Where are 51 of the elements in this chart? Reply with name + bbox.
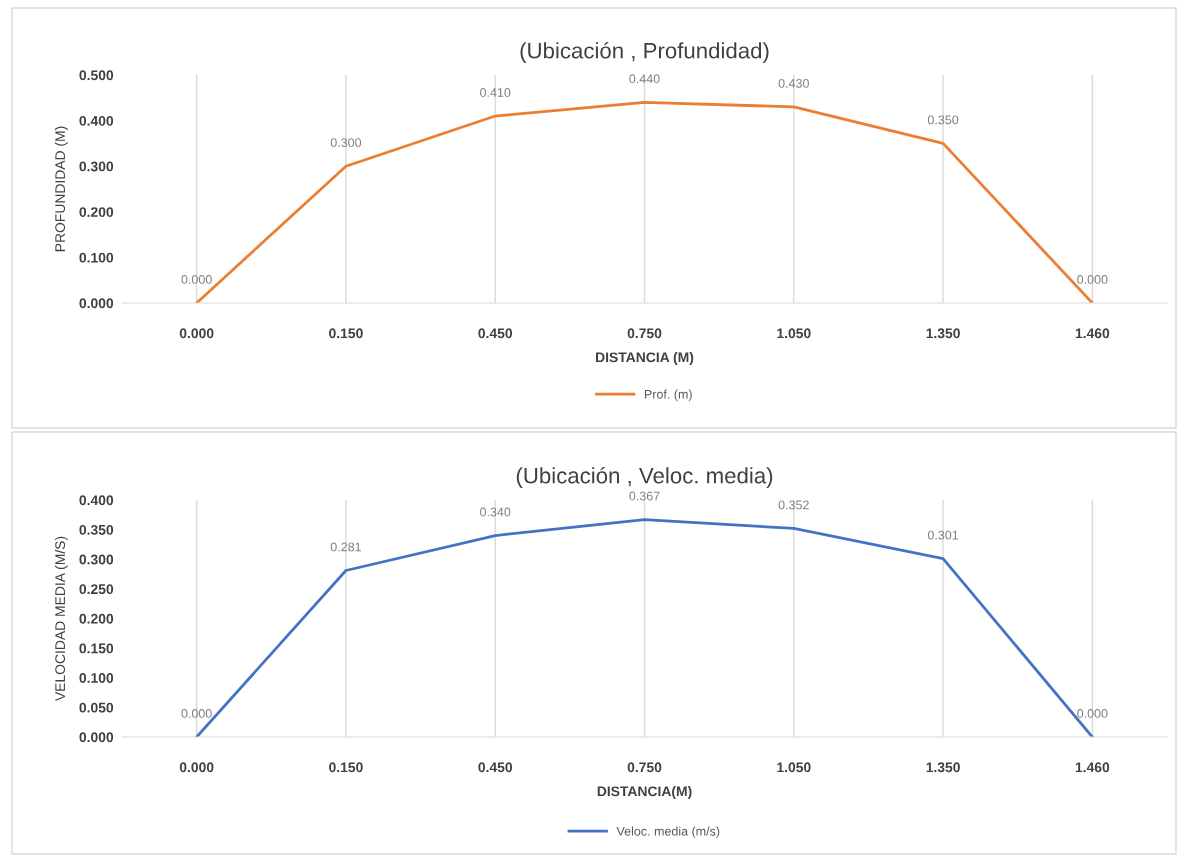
y-tick-label: 0.500 [79,70,114,81]
chart-title: (Ubicación , Veloc. media) [516,466,773,488]
x-tick-label: 1.460 [1075,762,1110,773]
data-label: 0.352 [778,500,809,510]
y-tick-label: 0.150 [79,643,114,654]
x-tick-label: 0.000 [179,328,214,339]
data-label: 0.000 [1077,275,1108,284]
data-label: 0.430 [778,78,809,88]
y-tick-label: 0.250 [79,584,114,595]
data-label: 0.367 [629,491,660,501]
y-tick-label: 0.100 [79,673,114,683]
x-tick-label: 0.150 [329,328,363,339]
y-tick-label: 0.000 [79,298,114,309]
data-label: 0.000 [1077,709,1108,718]
data-label: 0.000 [181,709,212,718]
y-tick-label: 0.300 [79,161,114,172]
y-tick-label: 0.300 [79,554,114,565]
x-tick-label: 1.460 [1075,328,1110,339]
x-tick-label: 1.350 [926,328,960,339]
data-label: 0.000 [181,275,212,284]
y-tick-label: 0.200 [79,207,114,217]
y-tick-label: 0.350 [79,524,114,535]
data-label: 0.300 [330,138,362,148]
y-axis-title: PROFUNDIDAD (M) [54,126,68,252]
y-axis-title: VELOCIDAD MEDIA (M/S) [54,536,68,702]
x-tick-label: 1.350 [926,762,960,773]
x-tick-label: 0.000 [179,762,214,773]
data-label: 0.301 [927,530,959,540]
x-tick-label: 0.150 [329,762,363,773]
x-tick-label: 0.750 [627,762,662,773]
y-tick-label: 0.400 [79,115,114,126]
data-label: 0.410 [480,88,511,97]
y-tick-label: 0.400 [79,495,114,506]
chart-title: (Ubicación , Profundidad) [520,41,769,63]
x-axis-title: DISTANCIA(M) [597,786,692,800]
legend-label: Prof. (m) [644,389,692,402]
x-axis-title: DISTANCIA (M) [596,352,694,366]
data-label: 0.281 [330,542,361,552]
y-tick-label: 0.200 [79,613,114,624]
x-tick-label: 1.050 [777,328,811,339]
y-tick-label: 0.100 [79,252,114,263]
x-tick-label: 0.450 [478,328,513,339]
data-label: 0.350 [927,115,959,125]
data-label: 0.340 [480,507,511,517]
legend-label: Veloc. media (m/s) [616,826,720,839]
x-tick-label: 1.050 [777,762,811,773]
data-label: 0.440 [629,74,660,84]
x-tick-label: 0.750 [627,328,662,339]
y-tick-label: 0.050 [79,702,114,713]
x-tick-label: 0.450 [478,762,513,773]
y-tick-label: 0.000 [79,732,114,743]
